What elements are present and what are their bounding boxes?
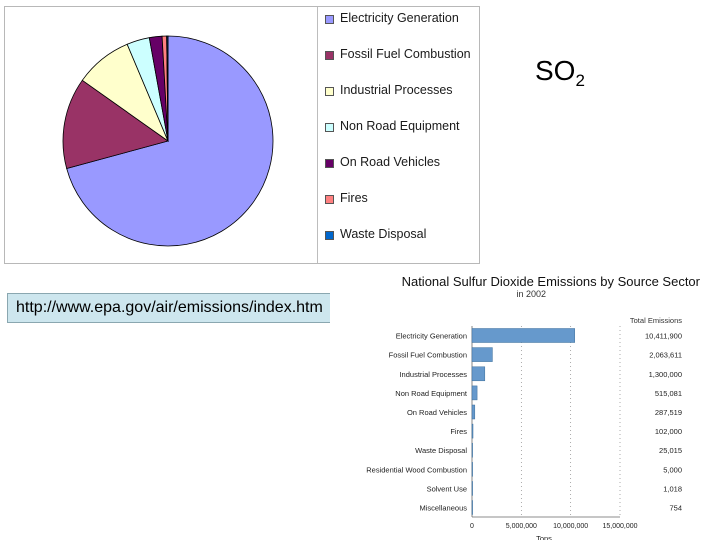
bar (471, 328, 575, 343)
bar-chart-title: National Sulfur Dioxide Emissions by Sou… (401, 274, 700, 289)
legend-divider (317, 7, 318, 263)
bar (471, 404, 476, 420)
url-link[interactable]: http://www.epa.gov/air/emissions/index.h… (7, 293, 393, 323)
category-label: Fires (450, 427, 467, 436)
value-label: 287,519 (655, 408, 682, 417)
value-label: 1,018 (663, 484, 682, 493)
legend-item: On Road Vehicles (325, 155, 479, 191)
total-emissions-header: Total Emissions (630, 316, 682, 325)
bar (471, 385, 478, 401)
x-tick-label: 0 (470, 523, 474, 530)
legend-label: Non Road Equipment (340, 119, 460, 133)
legend-swatch (325, 51, 334, 60)
category-label: Fossil Fuel Combustion (389, 351, 467, 360)
bar (471, 347, 493, 362)
legend-item: Waste Disposal (325, 227, 479, 263)
category-label: Industrial Processes (399, 370, 467, 379)
legend-swatch (325, 231, 334, 240)
bar (471, 481, 473, 496)
legend-swatch (325, 195, 334, 204)
pie-slice-2 (62, 79, 169, 170)
value-label: 515,081 (655, 389, 682, 398)
x-tick-label: 15,000,000 (602, 523, 637, 530)
category-label: Waste Disposal (415, 446, 467, 455)
legend-item: Fossil Fuel Combustion (325, 47, 479, 83)
legend-label: Fossil Fuel Combustion (340, 47, 471, 61)
legend-item: Residential Wood (325, 263, 480, 264)
value-label: 10,411,900 (645, 332, 682, 341)
x-tick-label: 5,000,000 (506, 523, 537, 530)
bar-chart-subtitle: in 2002 (516, 289, 546, 299)
bar-chart-panel: National Sulfur Dioxide Emissions by Sou… (330, 266, 720, 540)
category-label: Miscellaneous (419, 503, 467, 512)
value-label: 25,015 (659, 446, 682, 455)
bar-chart: Total Emissions Electricity Generation 10,… (366, 316, 682, 540)
bar (471, 442, 473, 458)
legend-label: Residential Wood (340, 263, 438, 264)
legend-swatch (325, 159, 334, 168)
legend-swatch (325, 123, 334, 132)
category-label: Solvent Use (427, 484, 467, 493)
category-label: Residential Wood Combustion (366, 465, 467, 474)
legend-label: Industrial Processes (340, 83, 453, 97)
legend-label: On Road Vehicles (340, 155, 441, 169)
legend-item: Non Road Equipment (325, 119, 479, 155)
value-label: 5,000 (663, 465, 682, 474)
pie-legend: Electricity Generation Fossil Fuel Combus… (325, 11, 480, 264)
pie-chart-panel: Electricity Generation Fossil Fuel Combus… (4, 6, 480, 264)
so2-base: SO (535, 55, 576, 86)
legend-label: Fires (340, 191, 368, 205)
category-label: On Road Vehicles (407, 408, 467, 417)
x-tick-label: 10,000,000 (553, 523, 588, 530)
pie-chart (62, 35, 274, 247)
category-label: Electricity Generation (396, 332, 467, 341)
legend-item: Electricity Generation (325, 11, 479, 47)
so2-label: SO2 (535, 55, 585, 91)
so2-subscript: 2 (575, 71, 585, 90)
pie-slice-1 (66, 35, 274, 247)
bar (471, 366, 486, 382)
value-label: 754 (669, 503, 682, 512)
legend-swatch (325, 15, 334, 24)
category-label: Non Road Equipment (395, 389, 468, 398)
x-axis-label: Tons (536, 534, 552, 540)
value-label: 2,063,611 (649, 351, 682, 360)
legend-item: Fires (325, 191, 479, 227)
bar (471, 423, 474, 439)
legend-label: Electricity Generation (340, 11, 459, 25)
legend-item: Industrial Processes (325, 83, 479, 119)
bar (471, 500, 473, 515)
legend-swatch (325, 87, 334, 96)
value-label: 102,000 (655, 427, 682, 436)
bar (471, 462, 473, 477)
legend-label: Waste Disposal (340, 227, 427, 241)
value-label: 1,300,000 (649, 370, 682, 379)
